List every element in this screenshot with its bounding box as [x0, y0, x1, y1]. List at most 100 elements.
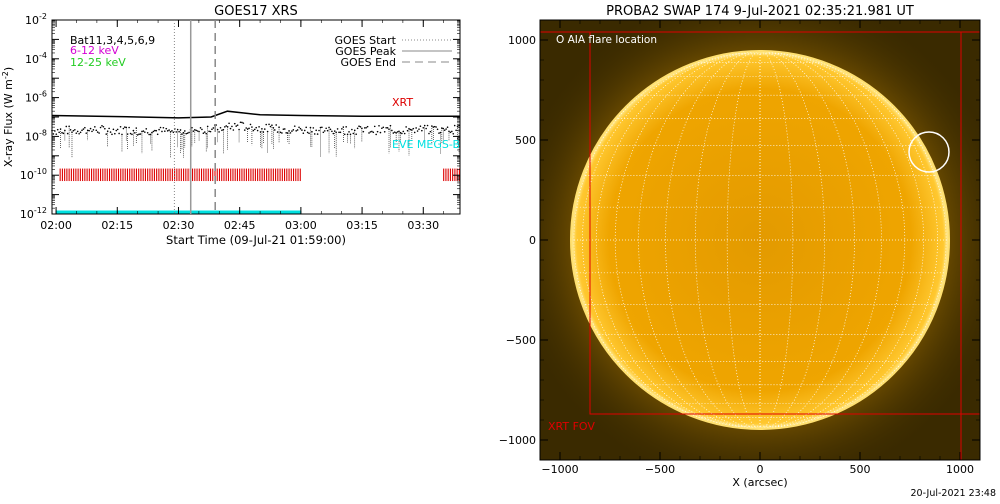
short-channel-point — [68, 125, 70, 128]
short-channel-point — [326, 129, 329, 132]
x-tick-label: 500 — [850, 463, 871, 476]
y-tick-label: 500 — [515, 134, 536, 147]
swap-image — [540, 20, 980, 460]
short-channel-point — [124, 126, 126, 128]
short-channel-point — [332, 132, 335, 135]
short-channel-point — [348, 131, 350, 133]
y-tick-base: 10 — [25, 92, 39, 105]
y-tick-label: 10-4 — [25, 51, 47, 66]
x-tick-label: 02:30 — [163, 219, 195, 232]
short-channel-point — [65, 125, 68, 128]
y-tick-label: 10-2 — [25, 12, 47, 27]
x-tick-label: 0 — [757, 463, 764, 476]
y-tick-label: 10-8 — [25, 128, 47, 143]
short-channel-point — [305, 126, 307, 129]
short-channel-point — [368, 132, 370, 134]
short-channel-point — [278, 126, 280, 128]
short-channel-point — [96, 131, 99, 133]
short-channel-point — [366, 125, 369, 128]
short-channel-point — [435, 126, 437, 128]
short-channel-point — [122, 127, 125, 130]
short-channel-point — [129, 132, 132, 135]
short-channel-point — [74, 128, 76, 131]
short-channel-point — [202, 132, 205, 135]
short-channel-point — [308, 132, 310, 135]
short-channel-point — [79, 131, 82, 134]
longitude-line — [582, 50, 761, 430]
swap-panel: PROBA2 SWAP 174 9-Jul-2021 02:35:21.981 … — [499, 4, 981, 489]
short-channel-point — [296, 129, 299, 131]
short-channel-point — [81, 129, 83, 132]
short-channel-point — [282, 128, 285, 130]
short-channel-point — [269, 125, 272, 128]
y-tick-exp: -8 — [39, 128, 47, 137]
short-channel-point — [419, 125, 422, 128]
short-channel-point — [229, 127, 232, 130]
short-channel-point — [115, 129, 118, 132]
short-channel-point — [249, 123, 252, 126]
short-channel-point — [445, 128, 447, 130]
y-tick-exp: -12 — [34, 206, 47, 215]
short-channel-point — [72, 129, 75, 132]
short-channel-point — [312, 127, 315, 129]
goes-x-axis-label: Start Time (09-Jul-21 01:59:00) — [166, 233, 346, 247]
goes-y-label-main: X-ray Flux (W m — [2, 79, 15, 167]
goes-filter-annotation: Bat11,3,4,5,6,9 — [70, 34, 155, 47]
short-channel-point — [212, 127, 215, 129]
short-channel-point — [92, 129, 95, 131]
short-channel-point — [185, 132, 188, 135]
short-channel-point — [438, 132, 440, 134]
short-channel-point — [293, 125, 296, 127]
legend-label: GOES Start — [335, 34, 397, 47]
short-channel-point — [101, 124, 103, 127]
short-channel-point — [256, 129, 259, 132]
y-tick-base: 10 — [20, 208, 34, 221]
short-channel-point — [412, 127, 415, 130]
short-channel-point — [318, 129, 320, 132]
y-tick-exp: -10 — [34, 167, 47, 176]
short-channel-point — [225, 125, 228, 127]
x-tick-label: 02:00 — [40, 219, 72, 232]
short-channel-point — [82, 128, 85, 130]
x-tick-label: 03:00 — [285, 219, 317, 232]
y-tick-exp: -2 — [39, 12, 47, 21]
short-channel-point — [301, 129, 303, 131]
short-channel-point — [188, 131, 190, 134]
short-channel-point — [389, 124, 392, 127]
y-tick-label: −500 — [506, 334, 536, 347]
short-channel-point — [382, 126, 385, 129]
short-channel-point — [383, 130, 386, 133]
short-channel-point — [236, 124, 239, 126]
short-channel-point — [156, 133, 159, 136]
short-channel-point — [242, 122, 245, 124]
short-channel-point — [95, 129, 98, 132]
y-tick-base: 10 — [20, 169, 34, 182]
y-tick-label: 0 — [529, 234, 536, 247]
short-channel-point — [61, 131, 63, 134]
short-channel-point — [446, 126, 449, 129]
short-channel-point — [148, 133, 150, 136]
short-channel-point — [421, 129, 423, 132]
goes-channel-high-label: 12-25 keV — [70, 56, 126, 69]
short-channel-point — [255, 126, 258, 129]
short-channel-point — [199, 127, 202, 129]
short-channel-point — [456, 125, 459, 127]
short-channel-point — [171, 130, 173, 132]
short-channel-point — [99, 126, 102, 129]
y-tick-label: 10-12 — [20, 206, 47, 221]
short-channel-point — [343, 133, 346, 136]
short-channel-point — [291, 130, 293, 132]
short-channel-point — [292, 129, 295, 131]
short-channel-point — [373, 125, 376, 128]
short-channel-point — [232, 129, 235, 131]
flare-location-circle — [908, 131, 950, 173]
y-tick-exp: -4 — [39, 51, 47, 60]
short-channel-point — [239, 121, 242, 124]
short-channel-point — [378, 125, 380, 127]
short-channel-point — [88, 129, 90, 132]
short-channel-point — [84, 126, 86, 129]
short-channel-point — [363, 127, 366, 129]
x-tick-label: −500 — [645, 463, 675, 476]
short-channel-point — [165, 127, 168, 130]
